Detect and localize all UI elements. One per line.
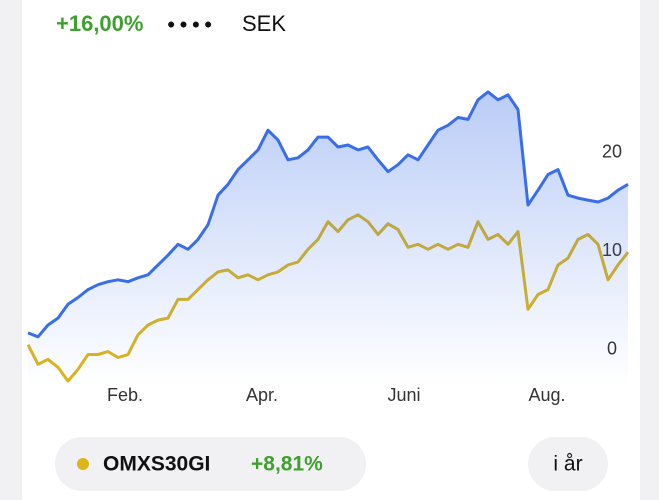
index-pill[interactable] [55, 437, 366, 491]
currency: SEK [242, 11, 286, 36]
x-tick-label: Juni [387, 385, 420, 405]
legend-dot [77, 458, 89, 470]
y-tick-label: 20 [602, 142, 622, 162]
x-tick-label: Feb. [107, 385, 143, 405]
period-label: i år [553, 453, 582, 476]
x-tick-label: Aug. [528, 385, 565, 405]
index-change: +8,81% [251, 453, 323, 476]
hidden-value: ● ● ● ● [167, 16, 213, 32]
period-button[interactable] [528, 437, 608, 491]
index-name: OMXS30GI [103, 453, 210, 476]
area [28, 91, 628, 386]
portfolio-change: +16,00% [56, 11, 143, 36]
x-tick-label: Apr. [246, 385, 278, 405]
series-line [27, 90, 629, 339]
